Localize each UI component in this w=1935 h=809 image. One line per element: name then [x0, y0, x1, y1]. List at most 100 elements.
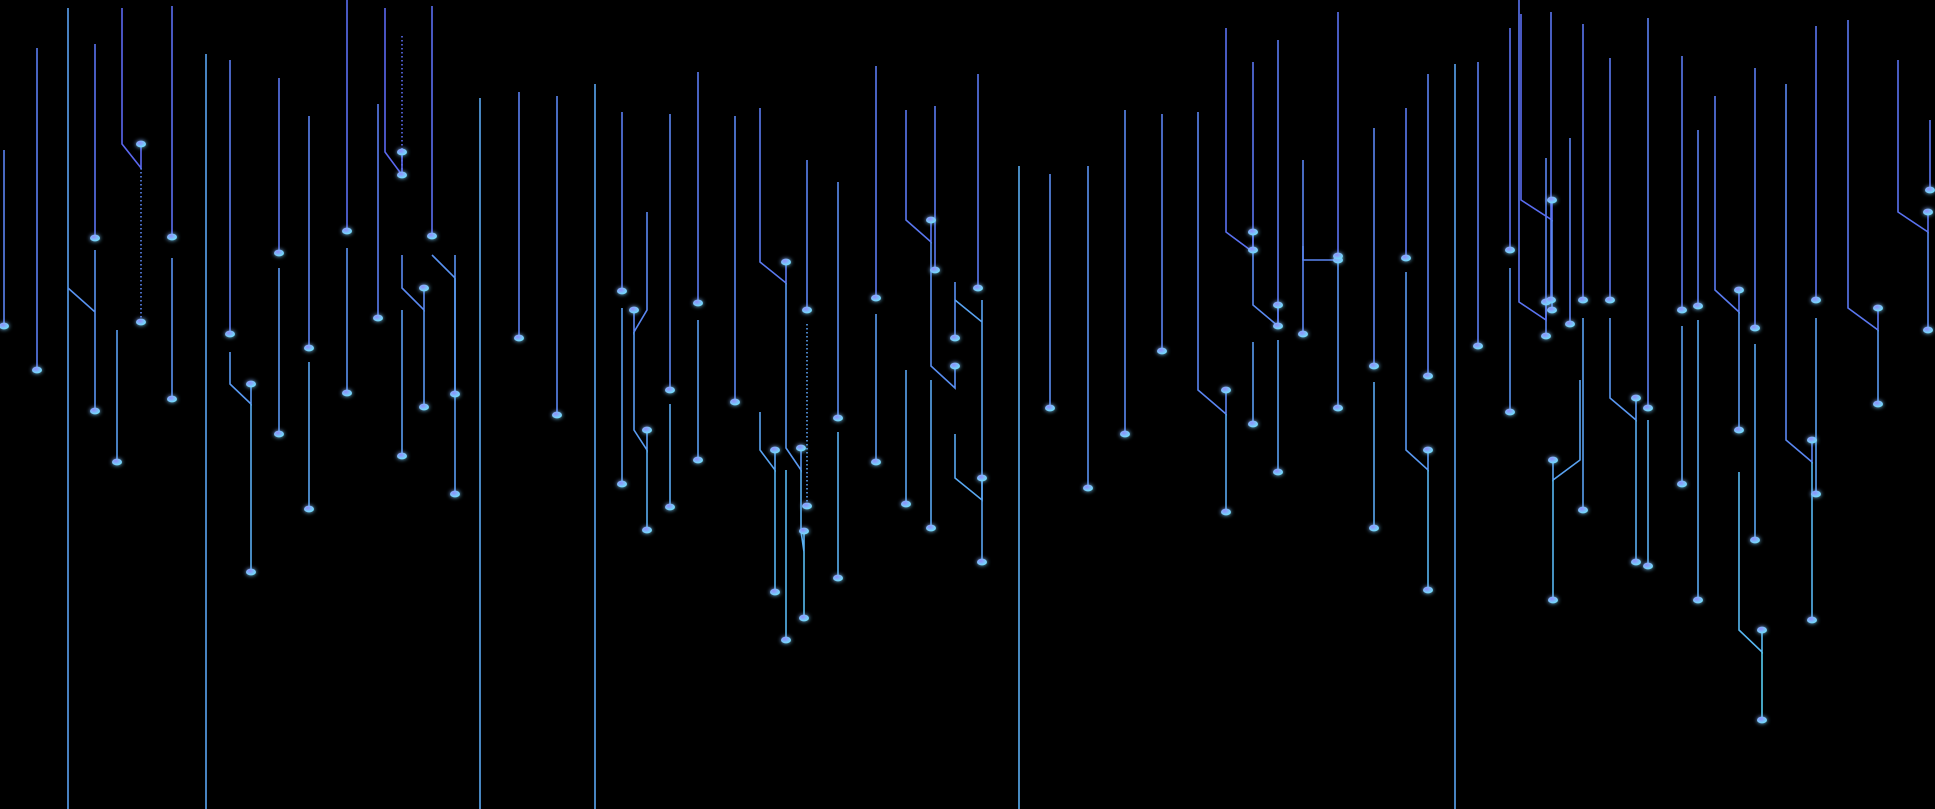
circuit-trace: [633, 212, 648, 335]
trace-terminal-dot: [1221, 386, 1231, 394]
trace-terminal-dot: [167, 233, 177, 241]
circuit-trace: [954, 299, 983, 562]
trace-terminal-dot: [770, 446, 780, 454]
trace-terminal-dot: [1643, 562, 1653, 570]
trace-terminal-dot: [665, 503, 675, 511]
trace-terminal-dot: [799, 527, 809, 535]
trace-terminal-dot: [246, 568, 256, 576]
trace-terminal-dot: [833, 574, 843, 582]
trace-terminal-dot: [1298, 330, 1308, 338]
trace-terminal-dot: [693, 456, 703, 464]
trace-terminal-dot: [950, 362, 960, 370]
circuit-trace: [1897, 60, 1929, 234]
trace-terminal-dot: [1605, 296, 1615, 304]
trace-terminal-dot: [1734, 286, 1744, 294]
trace-terminal-dot: [1923, 326, 1933, 334]
trace-terminal-dot: [833, 414, 843, 422]
trace-terminal-dot: [246, 380, 256, 388]
trace-terminal-dot: [950, 334, 960, 342]
trace-terminal-dot: [1578, 506, 1588, 514]
trace-terminal-dot: [1423, 372, 1433, 380]
trace-terminal-dot: [1401, 254, 1411, 262]
trace-terminal-dot: [450, 490, 460, 498]
trace-terminal-dot: [397, 452, 407, 460]
trace-terminal-dot: [1505, 246, 1515, 254]
trace-terminal-dot: [977, 474, 987, 482]
trace-terminal-dot: [1248, 228, 1258, 236]
circuit-trace: [930, 242, 956, 390]
trace-terminal-dot: [1548, 456, 1558, 464]
trace-terminal-dot: [1333, 404, 1343, 412]
trace-terminal-dot: [1369, 362, 1379, 370]
trace-terminal-dot: [225, 330, 235, 338]
circuit-trace: [759, 108, 787, 285]
trace-terminal-dot: [901, 500, 911, 508]
trace-terminal-dot: [781, 636, 791, 644]
trace-terminal-dot: [304, 344, 314, 352]
circuit-trace: [1405, 272, 1429, 472]
trace-terminal-dot: [1693, 302, 1703, 310]
circuit-trace: [1847, 20, 1879, 332]
trace-terminal-dot: [112, 458, 122, 466]
trace-terminal-dot: [397, 148, 407, 156]
trace-terminal-dot: [274, 430, 284, 438]
trace-terminal-dot: [1631, 394, 1641, 402]
trace-terminal-dot: [1923, 208, 1933, 216]
circuit-trace: [1520, 14, 1553, 222]
trace-terminal-dot: [1546, 296, 1556, 304]
trace-terminal-dot: [642, 426, 652, 434]
circuit-trace: [785, 283, 802, 473]
trace-terminal-dot: [871, 294, 881, 302]
trace-terminal-dot: [136, 318, 146, 326]
trace-terminal-dot: [629, 306, 639, 314]
trace-terminal-dot: [799, 614, 809, 622]
trace-terminal-dot: [1541, 332, 1551, 340]
circuit-trace: [1738, 472, 1763, 654]
trace-terminal-dot: [90, 407, 100, 415]
trace-terminal-dot: [1547, 196, 1557, 204]
circuit-trace: [121, 8, 142, 171]
trace-terminal-dot: [926, 216, 936, 224]
trace-terminal-dot: [1873, 304, 1883, 312]
circuit-trace: [759, 412, 776, 473]
trace-terminal-dot: [1677, 480, 1687, 488]
trace-terminal-dot: [642, 526, 652, 534]
trace-terminal-dot: [1565, 320, 1575, 328]
trace-terminal-dot: [342, 389, 352, 397]
trace-terminal-dot: [373, 314, 383, 322]
trace-terminal-dot: [802, 502, 812, 510]
trace-terminal-dot: [1248, 420, 1258, 428]
trace-terminal-dot: [397, 171, 407, 179]
trace-terminal-dot: [1548, 596, 1558, 604]
trace-terminal-dot: [781, 258, 791, 266]
trace-terminal-dot: [1750, 324, 1760, 332]
trace-terminal-dot: [926, 524, 936, 532]
trace-terminal-dot: [1473, 342, 1483, 350]
trace-terminal-dot: [1873, 400, 1883, 408]
trace-terminal-dot: [419, 403, 429, 411]
trace-terminal-dot: [1547, 306, 1557, 314]
terminal-dot-layer: [0, 140, 1935, 724]
trace-terminal-dot: [977, 558, 987, 566]
trace-terminal-dot: [930, 266, 940, 274]
circuit-trace: [800, 470, 805, 553]
trace-terminal-dot: [1333, 252, 1343, 260]
trace-terminal-dot: [1807, 436, 1817, 444]
trace-terminal-dot: [665, 386, 675, 394]
circuit-trace: [1714, 96, 1740, 314]
trace-terminal-dot: [770, 588, 780, 596]
trace-terminal-dot: [342, 227, 352, 235]
trace-terminal-dot: [871, 458, 881, 466]
circuit-trace: [1197, 112, 1227, 416]
trace-terminal-dot: [427, 232, 437, 240]
trace-terminal-dot: [1273, 468, 1283, 476]
circuit-trace: [401, 255, 425, 312]
trace-terminal-dot: [973, 284, 983, 292]
trace-terminal-dot: [1925, 186, 1935, 194]
trace-terminal-dot: [1631, 558, 1641, 566]
trace-terminal-dot: [274, 249, 284, 257]
trace-terminal-dot: [1423, 586, 1433, 594]
